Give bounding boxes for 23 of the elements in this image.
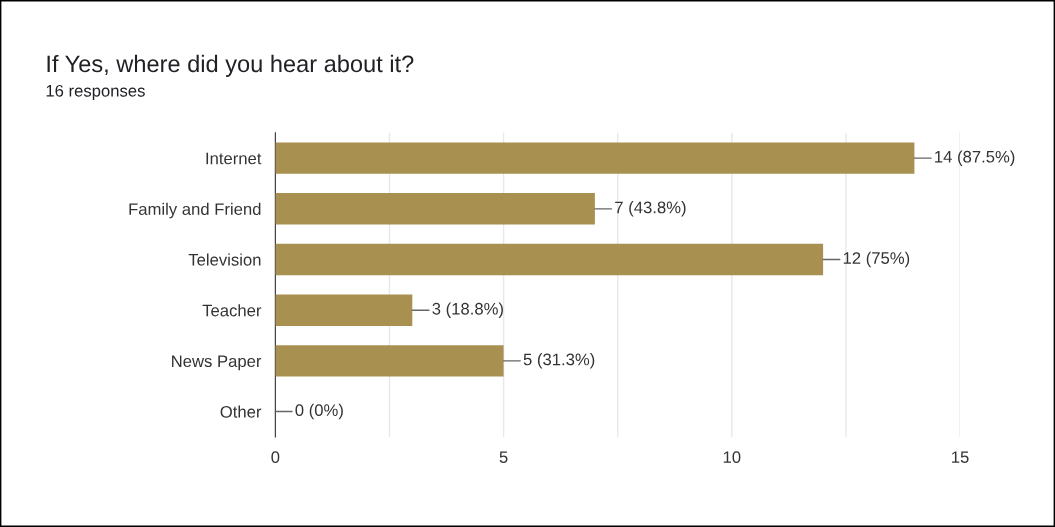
data-label: 12 (75%) [843, 251, 910, 268]
y-tick-label: News Paper [172, 355, 262, 371]
text: 16 responses [46, 84, 145, 100]
bar [275, 142, 915, 174]
y-tick-label: Other [220, 405, 262, 418]
y-tick-label: Television [188, 253, 261, 266]
data-label: 3 (18.8%) [432, 302, 503, 318]
y-tick-label: Teacher [202, 304, 262, 317]
bar [275, 294, 413, 326]
bar [275, 243, 824, 276]
chart-title: If Yes, where did you hear about it? [47, 54, 414, 77]
bar [275, 345, 504, 377]
x-tick-label: 0 [271, 451, 280, 464]
data-label: 7 (43.8%) [615, 201, 686, 217]
y-tick-label: Family and Friend [129, 202, 261, 219]
x-tick-label: 15 [952, 451, 969, 464]
x-tick-label: 5 [499, 451, 508, 464]
data-label: 14 (87.5%) [935, 150, 1015, 166]
x-tick-label: 10 [723, 451, 741, 464]
data-label: 5 (31.3%) [523, 353, 595, 369]
data-label: 0 (0%) [295, 403, 343, 420]
y-tick-label: Internet [206, 152, 262, 165]
bar [275, 193, 595, 225]
